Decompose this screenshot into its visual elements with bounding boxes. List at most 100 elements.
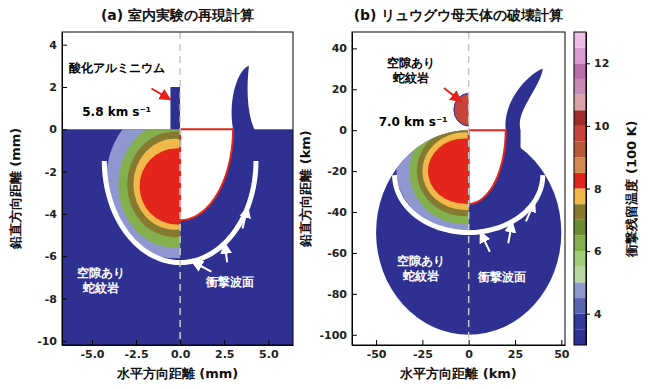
annotation: 衝撃波面 (205, 274, 254, 288)
axis: -100-80-60-40-2002040 (319, 33, 357, 346)
tick-label: -6 (45, 250, 58, 263)
annotation-arrow (480, 232, 489, 252)
annotation: 酸化アルミニウム (69, 60, 165, 74)
tick-mark (352, 171, 357, 172)
axis-line (352, 33, 353, 346)
annotation-arrow (526, 201, 535, 221)
annotation-arrow (151, 88, 170, 99)
tick-mark (586, 314, 590, 315)
colorbar-band (574, 48, 586, 64)
tick: 10 (586, 120, 610, 133)
annotation: 7.0 km s⁻¹ (379, 115, 448, 129)
ejecta-curtain (232, 66, 255, 152)
figure: -5.0-2.50.02.55.0-10-8-6-4-2024(a) 室内実験の… (0, 0, 670, 389)
tick-label: 8 (594, 183, 602, 196)
tick: 12 (586, 57, 609, 70)
tick-mark (352, 253, 357, 254)
tick-mark (224, 340, 225, 345)
colorbar-band (574, 110, 586, 126)
annotation: 空隙あり蛇紋岩 (77, 266, 125, 295)
symmetry-axis (179, 32, 181, 345)
tick-mark (352, 294, 357, 295)
projectile (170, 87, 180, 129)
ejecta-curtain (505, 69, 542, 149)
tick: -2.5 (125, 340, 149, 361)
tick-label: -100 (319, 329, 347, 342)
tick-label: 25 (508, 348, 523, 361)
tick-mark (586, 126, 590, 127)
colorbar-band (574, 204, 586, 220)
tick: -20 (327, 165, 357, 178)
x-axis-title: 水平方向距離 (mm) (116, 366, 239, 381)
annotation-line: 蛇紋岩 (392, 70, 429, 84)
tick: -40 (327, 206, 357, 219)
tick-mark (180, 340, 181, 345)
tick-mark (62, 341, 67, 342)
tick: -100 (319, 329, 357, 342)
annotation-line: 空隙あり (397, 254, 445, 268)
colorbar-axis: 4681012 (586, 33, 610, 346)
tick-label: -50 (367, 348, 387, 361)
crater (469, 130, 506, 204)
axis-line (63, 345, 294, 346)
annotation-line: 5.8 km s⁻¹ (82, 105, 151, 119)
tick-mark (352, 212, 357, 213)
tick-label: 20 (332, 83, 348, 96)
tick-mark (352, 48, 357, 49)
annotation: 空隙あり蛇紋岩 (387, 55, 435, 84)
temperature-zone (422, 132, 468, 210)
tick-label: 12 (594, 57, 609, 70)
tick: -80 (327, 288, 357, 301)
title: (a) 室内実験の再現計算 (101, 7, 254, 23)
tick: 8 (586, 183, 602, 196)
annotation: 5.8 km s⁻¹ (82, 105, 151, 119)
tick-label: -10 (37, 335, 57, 348)
tick: 0 (49, 123, 67, 136)
tick: 0.0 (171, 340, 191, 361)
tick: -6 (45, 250, 67, 263)
tick: -10 (37, 335, 67, 348)
annotation-line: 蛇紋岩 (82, 281, 119, 295)
temperature-zone (133, 139, 180, 230)
tick-mark (422, 340, 423, 345)
tick: -50 (367, 340, 387, 361)
tick: 5.0 (259, 340, 279, 361)
tick-label: -25 (413, 348, 433, 361)
tick-mark (62, 129, 67, 130)
colorbar-band (574, 79, 586, 95)
crater (180, 129, 233, 220)
annotation-line: 空隙あり (387, 55, 435, 69)
tick-label: 50 (554, 348, 570, 361)
tick-label: 0.0 (171, 348, 191, 361)
axis: -50-2502550 (353, 340, 570, 361)
tick-label: -5.0 (80, 348, 104, 361)
temperature-zone (409, 118, 468, 224)
y-axis-title: 鉛直方向距離 (km) (298, 130, 313, 248)
colorbar-frame (574, 32, 586, 345)
tick: 4 (49, 39, 67, 52)
tick-mark (62, 45, 67, 46)
tick-mark (62, 256, 67, 257)
tick-mark (515, 340, 516, 345)
temperature-field (396, 112, 468, 231)
tick-label: 4 (49, 39, 57, 52)
colorbar-band (574, 329, 586, 345)
colorbar-band (574, 173, 586, 189)
annotation-line: 衝撃波面 (477, 270, 526, 284)
tick-mark (469, 340, 470, 345)
colorbar-band (574, 95, 586, 111)
colorbar-band (574, 126, 586, 142)
colorbar-band (574, 189, 586, 205)
tick-mark (62, 87, 67, 88)
colorbar-band (574, 314, 586, 330)
background (0, 0, 670, 389)
temperature-zone (428, 138, 469, 203)
annotation-line: 蛇紋岩 (402, 269, 439, 283)
tick-label: -2 (45, 166, 57, 179)
y-axis-title: 鉛直方向距離 (mm) (8, 128, 23, 251)
temperature-field (106, 129, 180, 258)
tick-label: 40 (332, 42, 348, 55)
temperature-zone (140, 148, 181, 224)
annotation-arrow (225, 243, 227, 262)
tick-mark (352, 335, 357, 336)
